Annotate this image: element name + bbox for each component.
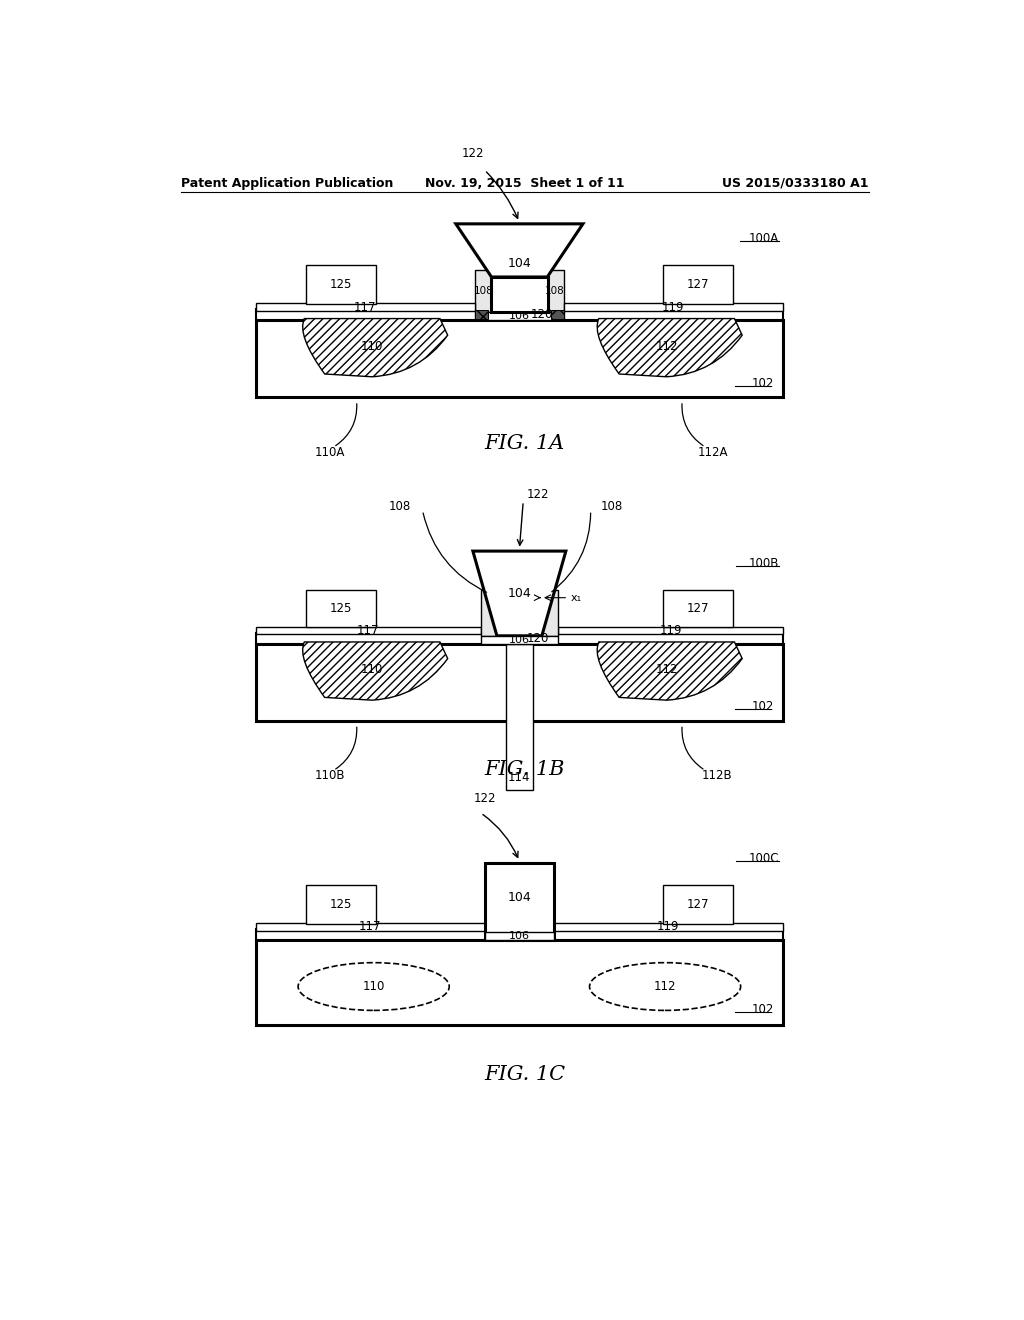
Text: 117: 117 (357, 624, 380, 638)
Bar (547, 271, 563, 313)
Bar (663, 265, 732, 304)
Text: 106: 106 (509, 312, 529, 321)
Text: 127: 127 (686, 898, 709, 911)
Text: 119: 119 (662, 301, 684, 314)
Text: 108: 108 (389, 500, 411, 513)
Bar (484, 932, 554, 940)
Bar (256, 923, 484, 931)
Text: 127: 127 (686, 602, 709, 615)
Text: 112: 112 (654, 979, 676, 993)
Text: 122: 122 (462, 147, 484, 160)
Text: 100B: 100B (749, 557, 779, 570)
Bar (506, 644, 534, 789)
Polygon shape (456, 224, 583, 277)
Bar (256, 644, 783, 721)
Text: 110: 110 (360, 339, 383, 352)
Text: x₁: x₁ (570, 593, 582, 603)
Text: 112B: 112B (701, 770, 732, 783)
PathPatch shape (303, 318, 447, 376)
Bar (256, 632, 783, 644)
Bar (563, 304, 783, 312)
Text: 110B: 110B (314, 770, 345, 783)
Text: 106: 106 (509, 635, 529, 644)
Bar (256, 304, 475, 312)
Text: 104: 104 (508, 257, 531, 271)
Text: 125: 125 (330, 279, 352, 292)
Bar (256, 929, 783, 940)
Text: FIG. 1B: FIG. 1B (484, 759, 565, 779)
Polygon shape (473, 552, 566, 636)
PathPatch shape (597, 318, 742, 376)
Text: 100A: 100A (749, 232, 779, 246)
Text: Patent Application Publication: Patent Application Publication (180, 177, 393, 190)
Text: 127: 127 (686, 279, 709, 292)
PathPatch shape (303, 642, 447, 700)
Text: 125: 125 (330, 898, 352, 911)
Bar (663, 590, 732, 627)
Text: 114: 114 (508, 771, 530, 784)
Text: 100C: 100C (749, 851, 779, 865)
Bar (663, 886, 732, 924)
Text: 108: 108 (474, 286, 494, 296)
Text: 112: 112 (655, 339, 678, 352)
Bar (541, 590, 558, 636)
Bar (484, 863, 554, 940)
Bar (306, 886, 376, 924)
Bar (551, 310, 563, 319)
Text: 108: 108 (545, 286, 565, 296)
Bar (306, 265, 376, 304)
Text: 117: 117 (358, 920, 381, 933)
Text: 122: 122 (527, 488, 550, 502)
Text: 112A: 112A (698, 446, 728, 459)
Bar (256, 309, 783, 321)
Bar (475, 310, 487, 319)
Text: 102: 102 (752, 1003, 773, 1016)
Bar (256, 627, 480, 635)
Text: 110: 110 (360, 663, 383, 676)
Bar (480, 636, 558, 644)
Text: 120: 120 (531, 308, 553, 321)
Bar (554, 923, 783, 931)
Text: 102: 102 (752, 376, 773, 389)
Text: 119: 119 (659, 624, 682, 638)
Text: US 2015/0333180 A1: US 2015/0333180 A1 (722, 177, 869, 190)
Text: 120: 120 (527, 631, 550, 644)
Bar (475, 271, 493, 313)
Text: 112: 112 (655, 663, 678, 676)
Bar (480, 590, 498, 636)
Bar (306, 590, 376, 627)
Bar (256, 940, 783, 1024)
Text: 125: 125 (330, 602, 352, 615)
Text: 119: 119 (657, 920, 680, 933)
PathPatch shape (597, 642, 742, 700)
Text: Nov. 19, 2015  Sheet 1 of 11: Nov. 19, 2015 Sheet 1 of 11 (425, 177, 625, 190)
Bar (492, 277, 548, 313)
Text: 108: 108 (601, 500, 623, 513)
Text: 104: 104 (508, 891, 531, 904)
Text: 102: 102 (752, 700, 773, 713)
Text: 110A: 110A (314, 446, 345, 459)
Text: FIG. 1A: FIG. 1A (484, 434, 565, 453)
Text: FIG. 1C: FIG. 1C (484, 1065, 565, 1084)
Text: 122: 122 (473, 792, 496, 805)
Bar (475, 313, 564, 321)
Text: 117: 117 (354, 301, 377, 314)
Text: 110: 110 (362, 979, 385, 993)
Text: 104: 104 (508, 587, 531, 601)
Text: 106: 106 (509, 931, 529, 941)
Bar (558, 627, 783, 635)
Bar (256, 321, 783, 397)
